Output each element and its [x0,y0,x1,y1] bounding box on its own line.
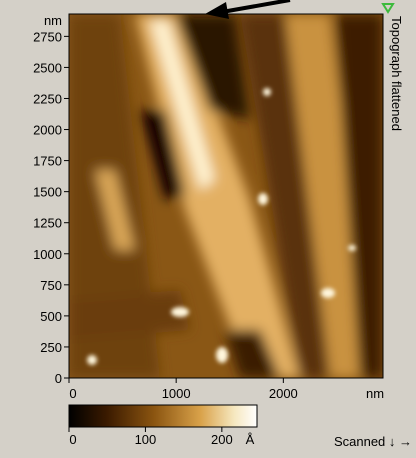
colorbar-unit: Å [246,432,255,447]
x-unit: nm [366,386,384,401]
y-tick-label: 1000 [33,247,62,262]
colorbar-tick-label: 200 [211,432,233,447]
colorbar [68,404,258,428]
y-tick-label: 2000 [33,123,62,138]
y-tick-label: 500 [40,309,62,324]
pointer-arrow [205,0,291,19]
y-tick-label: 2250 [33,91,62,106]
colorbar-tick-label: 100 [135,432,157,447]
colorbar-tick-label: 0 [69,432,76,447]
x-tick-label: 2000 [269,386,298,401]
y-tick-label: 250 [40,340,62,355]
y-tick-label: 2500 [33,60,62,75]
afm-image [69,14,383,378]
y-tick-label: 1750 [33,154,62,169]
y-tick-label: 1500 [33,185,62,200]
image-label: Topograph flattened [389,16,404,131]
y-tick-label: 0 [55,371,62,386]
y-tick-label: 2750 [33,29,62,44]
scan-label: Scanned ↓ → [334,434,412,449]
y-unit: nm [44,13,62,28]
marker [381,3,395,14]
y-tick-label: 1250 [33,216,62,231]
x-tick-label: 0 [69,386,76,401]
x-tick-label: 1000 [162,386,191,401]
y-tick-label: 750 [40,278,62,293]
